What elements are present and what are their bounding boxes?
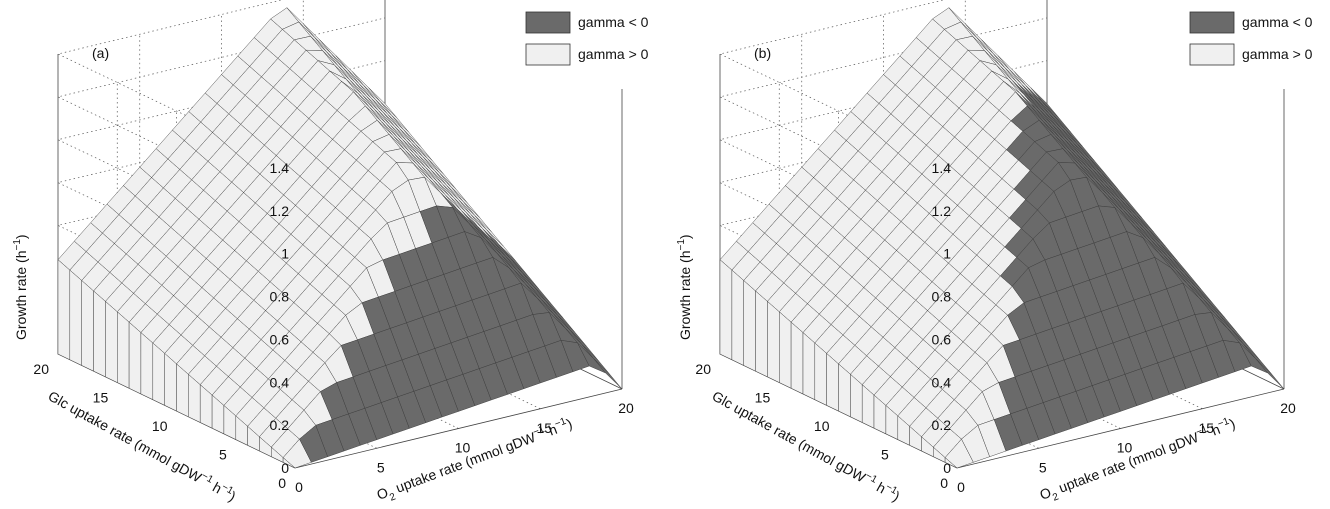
- surface-side-wall: [93, 290, 106, 378]
- panel-b-z-ticks: 0 0.2 0.4 0.6 0.8 1 1.2 1.4: [932, 160, 952, 476]
- z-tick-label: 0.2: [270, 417, 290, 433]
- surface-side-wall: [802, 332, 816, 400]
- panel-b-z-axis-label: Growth rate (h−1): [676, 234, 693, 340]
- z-tick-label: 1.2: [932, 203, 952, 219]
- surface-side-wall: [57, 259, 71, 360]
- z-tick-label: 0: [943, 460, 951, 476]
- o2-tick-label: 0: [957, 479, 965, 495]
- o2-tick-label: 5: [1039, 459, 1047, 475]
- panel-a-label: (a): [92, 45, 109, 61]
- panel-a-z-axis-label: Growth rate (h−1): [12, 234, 29, 340]
- panel-b-label: (b): [754, 45, 771, 61]
- legend-swatch-positive: [525, 43, 571, 66]
- surface-side-wall: [140, 332, 154, 400]
- surface-side-wall: [767, 301, 780, 383]
- surface-side-wall: [128, 321, 142, 395]
- glc-tick-label: 15: [755, 390, 771, 406]
- surface-side-wall: [755, 290, 768, 378]
- z-tick-label: 0.4: [932, 374, 952, 390]
- panel-b-o2-ticks: 0 5 10 15 20: [957, 400, 1296, 495]
- panel-a: 0 0.2 0.4 0.6 0.8 1 1.2 1.4 0 5 10 15 20…: [12, 0, 649, 504]
- z-tick-label: 1.4: [270, 160, 290, 176]
- surface-patch: [1255, 358, 1285, 390]
- glc-tick-label: 20: [33, 361, 49, 377]
- o2-tick-label: 0: [295, 479, 303, 495]
- o2-tick-label: 10: [455, 440, 471, 456]
- panel-b-ticks: 0 0.2 0.4 0.6 0.8 1 1.2 1.4 0 5 10 15 20…: [695, 160, 1296, 495]
- surface-side-wall: [779, 311, 792, 389]
- o2-tick-label: 5: [377, 459, 385, 475]
- glc-tick-label: 20: [695, 361, 711, 377]
- z-tick-label: 0.8: [932, 289, 952, 305]
- glc-tick-label: 0: [278, 475, 286, 491]
- panel-b-legend: gamma < 0 gamma > 0: [1189, 11, 1313, 66]
- legend-swatch-positive: [1189, 43, 1235, 66]
- z-tick-label: 0.6: [932, 331, 952, 347]
- surface-side-wall: [944, 457, 958, 469]
- surface-side-wall: [117, 311, 130, 389]
- surface-side-wall: [105, 301, 118, 383]
- z-tick-label: 1: [943, 246, 951, 262]
- legend-label-positive: gamma > 0: [578, 46, 649, 62]
- o2-tick-label: 15: [536, 420, 552, 436]
- z-tick-label: 1.4: [932, 160, 952, 176]
- panel-a-glc-ticks: 0 5 10 15 20: [33, 361, 286, 491]
- gridline-z: [56, 0, 296, 169]
- glc-tick-label: 0: [940, 475, 948, 491]
- surface-side-wall: [69, 269, 82, 366]
- surface-side-wall: [814, 342, 827, 406]
- legend-swatch-negative: [525, 11, 571, 34]
- surface-side-wall: [152, 342, 165, 406]
- z-tick-label: 0.6: [270, 331, 290, 347]
- glc-tick-label: 5: [219, 447, 227, 463]
- surface-side-wall: [282, 457, 296, 469]
- panel-b-surface: [719, 7, 1285, 469]
- panel-b-glc-ticks: 0 5 10 15 20: [695, 361, 948, 491]
- panel-a-z-ticks: 0 0.2 0.4 0.6 0.8 1 1.2 1.4: [270, 160, 290, 476]
- o2-axis-line: [956, 388, 1285, 469]
- surface-side-wall: [731, 269, 744, 366]
- o2-tick-label: 20: [1280, 400, 1296, 416]
- z-tick-label: 1: [281, 246, 289, 262]
- panel-a-o2-ticks: 0 5 10 15 20: [295, 400, 634, 495]
- surface-side-wall: [719, 259, 733, 360]
- glc-tick-label: 5: [881, 447, 889, 463]
- z-tick-label: 0.8: [270, 289, 290, 305]
- o2-tick-label: 10: [1117, 440, 1133, 456]
- o2-tick-label: 15: [1198, 420, 1214, 436]
- z-tick-label: 1.2: [270, 203, 290, 219]
- gridline-z: [718, 0, 958, 169]
- surface-side-wall: [743, 280, 756, 372]
- glc-tick-label: 10: [814, 418, 830, 434]
- legend-label-negative: gamma < 0: [578, 14, 649, 30]
- legend-label-negative: gamma < 0: [1242, 14, 1313, 30]
- glc-tick-label: 15: [93, 390, 109, 406]
- z-tick-label: 0.4: [270, 374, 290, 390]
- surface-side-wall: [164, 353, 177, 412]
- panel-a-legend: gamma < 0 gamma > 0: [525, 11, 649, 66]
- surface-side-wall: [790, 321, 804, 395]
- surface-side-wall: [81, 280, 94, 372]
- o2-tick-label: 20: [618, 400, 634, 416]
- surface-side-wall: [826, 353, 839, 412]
- legend-label-positive: gamma > 0: [1242, 46, 1313, 62]
- glc-tick-label: 10: [152, 418, 168, 434]
- surface-patch: [593, 358, 623, 390]
- legend-swatch-negative: [1189, 11, 1235, 34]
- panel-a-surface: [57, 7, 623, 469]
- z-tick-label: 0: [281, 460, 289, 476]
- panel-b: 0 0.2 0.4 0.6 0.8 1 1.2 1.4 0 5 10 15 20…: [676, 0, 1313, 504]
- z-tick-label: 0.2: [932, 417, 952, 433]
- o2-axis-line: [294, 388, 623, 469]
- panel-a-ticks: 0 0.2 0.4 0.6 0.8 1 1.2 1.4 0 5 10 15 20…: [33, 160, 634, 495]
